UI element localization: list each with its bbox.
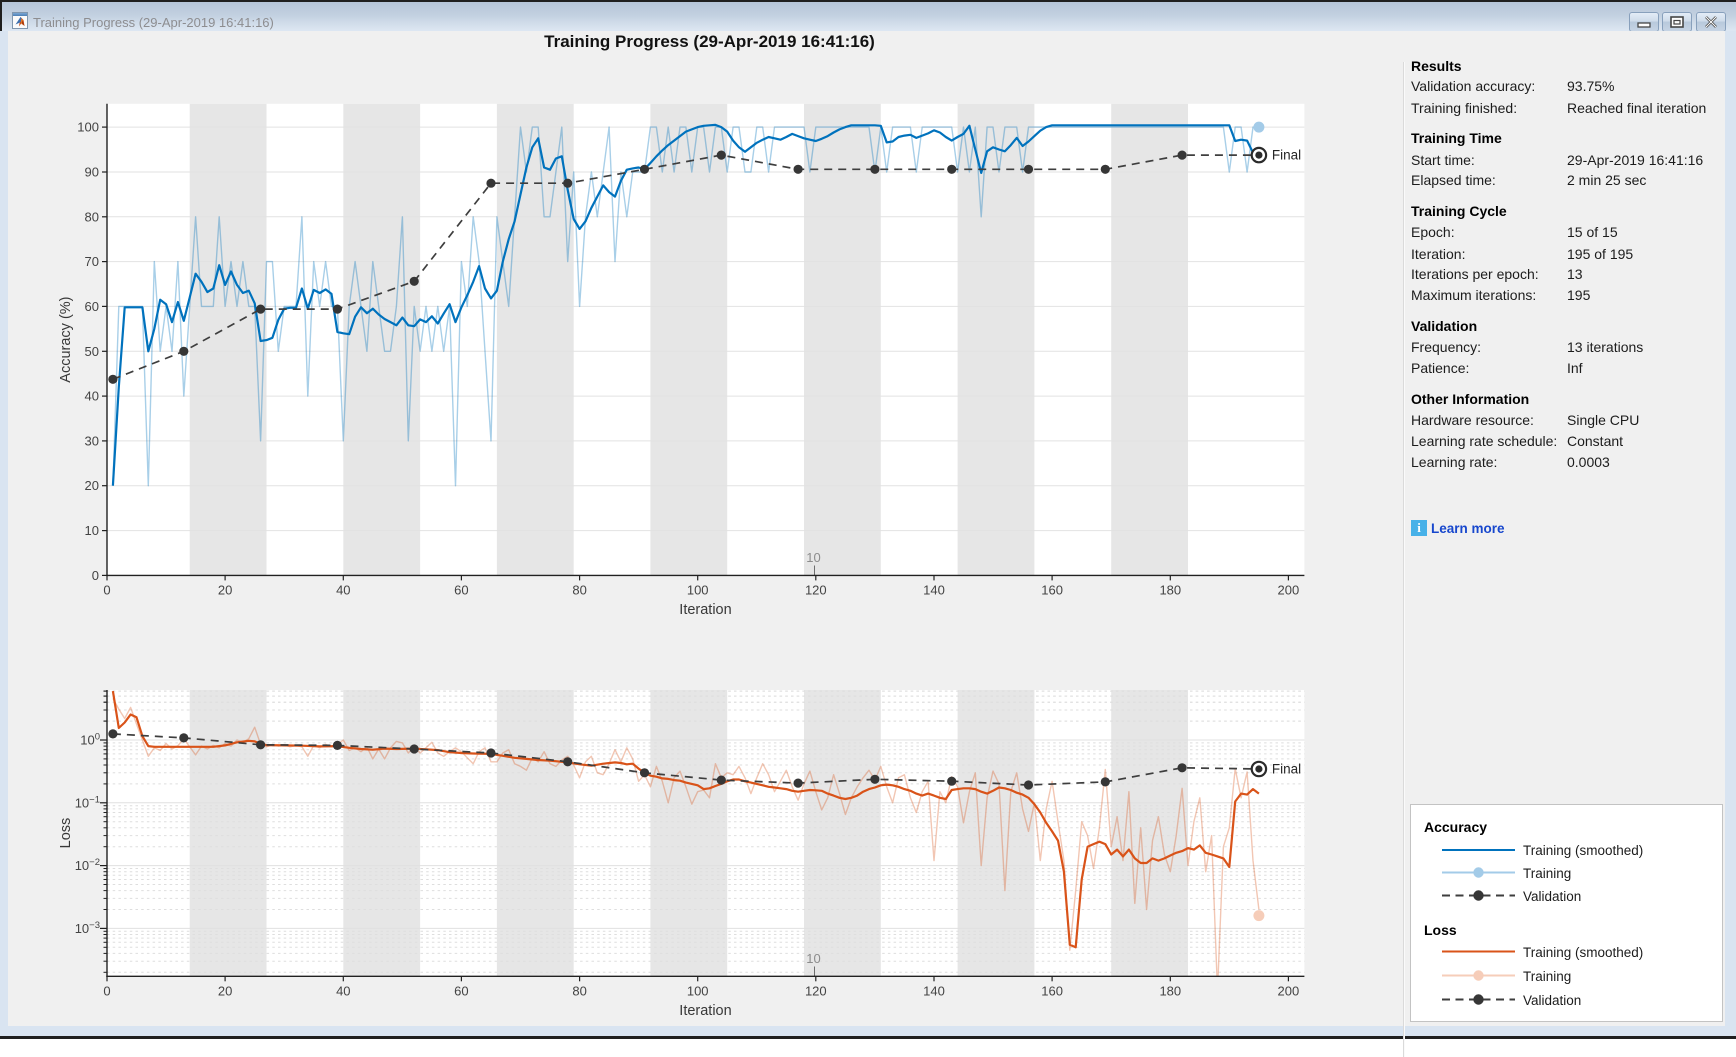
svg-text:100: 100	[77, 120, 99, 135]
svg-text:60: 60	[454, 582, 468, 597]
svg-text:10−2: 10−2	[75, 857, 100, 873]
svg-text:20: 20	[218, 983, 232, 998]
svg-text:Accuracy (%): Accuracy (%)	[58, 296, 74, 382]
svg-text:60: 60	[454, 983, 468, 998]
svg-text:70: 70	[85, 254, 99, 269]
svg-text:160: 160	[1041, 983, 1063, 998]
svg-text:120: 120	[805, 983, 827, 998]
svg-text:200: 200	[1278, 983, 1300, 998]
svg-text:80: 80	[85, 209, 99, 224]
svg-text:140: 140	[923, 983, 945, 998]
svg-text:120: 120	[805, 582, 827, 597]
svg-text:10: 10	[806, 951, 820, 966]
svg-text:180: 180	[1159, 582, 1181, 597]
svg-text:0: 0	[103, 983, 110, 998]
svg-text:20: 20	[85, 478, 99, 493]
svg-text:0: 0	[103, 582, 110, 597]
svg-text:0: 0	[92, 568, 99, 583]
svg-text:50: 50	[85, 344, 99, 359]
svg-text:80: 80	[572, 582, 586, 597]
svg-text:100: 100	[687, 983, 709, 998]
svg-text:40: 40	[85, 389, 99, 404]
svg-text:100: 100	[80, 732, 100, 748]
svg-text:180: 180	[1159, 983, 1181, 998]
svg-text:40: 40	[336, 582, 350, 597]
svg-text:90: 90	[85, 165, 99, 180]
svg-text:Iteration: Iteration	[679, 602, 731, 618]
svg-text:100: 100	[687, 582, 709, 597]
svg-text:30: 30	[85, 433, 99, 448]
svg-text:60: 60	[85, 299, 99, 314]
svg-text:Iteration: Iteration	[679, 1003, 731, 1019]
svg-text:200: 200	[1278, 582, 1300, 597]
svg-text:10−3: 10−3	[75, 920, 100, 936]
svg-text:10: 10	[806, 550, 820, 565]
svg-text:Loss: Loss	[58, 818, 74, 849]
svg-text:Final: Final	[1272, 762, 1301, 777]
svg-text:40: 40	[336, 983, 350, 998]
svg-text:80: 80	[572, 983, 586, 998]
svg-text:20: 20	[218, 582, 232, 597]
svg-text:10−1: 10−1	[75, 794, 100, 810]
svg-text:140: 140	[923, 582, 945, 597]
svg-text:10: 10	[85, 523, 99, 538]
svg-text:160: 160	[1041, 582, 1063, 597]
svg-text:Final: Final	[1272, 148, 1301, 163]
